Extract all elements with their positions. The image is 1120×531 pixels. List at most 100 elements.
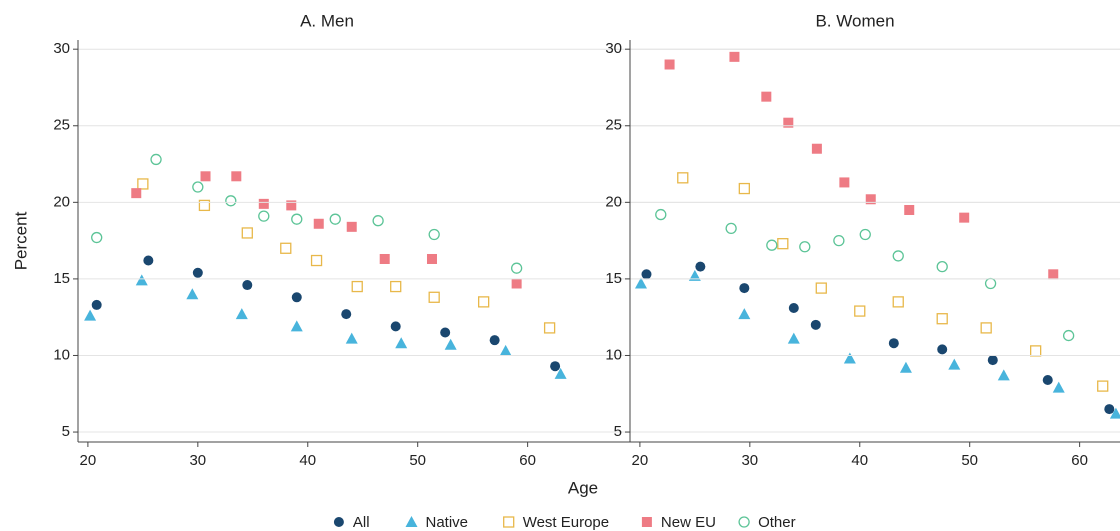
- marker: [280, 242, 292, 254]
- marker: [444, 338, 457, 350]
- marker: [1052, 381, 1065, 393]
- marker: [351, 280, 363, 293]
- marker: [499, 344, 512, 356]
- y-tick-label: 20: [53, 193, 70, 210]
- marker: [787, 332, 800, 344]
- y-tick-label: 5: [614, 423, 622, 440]
- marker: [426, 253, 437, 264]
- marker: [761, 91, 772, 102]
- marker: [235, 308, 248, 320]
- marker: [390, 280, 402, 293]
- marker: [1097, 380, 1109, 392]
- marker: [634, 277, 647, 289]
- x-tick-label: 20: [80, 452, 97, 469]
- marker: [150, 153, 162, 166]
- marker: [478, 296, 490, 308]
- marker: [984, 277, 997, 290]
- marker: [854, 305, 866, 317]
- marker: [677, 172, 689, 184]
- marker: [543, 322, 556, 334]
- x-tick-label: 60: [1071, 452, 1088, 469]
- legend-label: New EU: [661, 514, 716, 531]
- marker: [1109, 407, 1120, 419]
- marker: [688, 269, 701, 281]
- y-tick-label: 15: [605, 270, 622, 287]
- marker: [390, 321, 401, 332]
- marker: [186, 288, 199, 300]
- x-tick-label: 50: [409, 452, 426, 469]
- marker: [739, 283, 750, 294]
- marker: [859, 228, 871, 241]
- marker: [937, 344, 948, 355]
- marker: [242, 280, 253, 291]
- marker: [904, 204, 915, 215]
- y-tick-label: 25: [53, 117, 70, 134]
- marker: [428, 228, 440, 241]
- y-tick-label: 10: [605, 346, 622, 363]
- x-tick-label: 60: [519, 452, 536, 469]
- marker: [290, 320, 303, 332]
- marker: [225, 195, 237, 207]
- x-tick-label: 30: [189, 452, 206, 469]
- marker: [738, 182, 750, 195]
- marker: [788, 303, 799, 313]
- marker: [510, 262, 523, 274]
- marker: [503, 516, 515, 528]
- legend-label: Native: [426, 514, 469, 531]
- marker: [729, 51, 740, 62]
- marker: [664, 59, 675, 70]
- marker: [91, 299, 102, 310]
- marker: [839, 177, 850, 188]
- marker: [641, 517, 652, 527]
- marker: [192, 267, 203, 278]
- marker: [936, 261, 948, 273]
- marker: [655, 208, 667, 221]
- y-tick-label: 5: [62, 423, 70, 440]
- plot: [84, 153, 567, 379]
- marker: [1062, 329, 1075, 342]
- marker: [1048, 269, 1059, 280]
- marker: [395, 337, 408, 349]
- x-tick-label: 40: [299, 452, 316, 469]
- marker: [865, 194, 876, 205]
- marker: [843, 352, 856, 364]
- y-tick-label: 15: [53, 270, 70, 287]
- marker: [980, 322, 992, 334]
- marker: [333, 517, 344, 527]
- marker: [959, 212, 970, 223]
- marker: [888, 338, 899, 349]
- panel-title: A. Men: [300, 11, 354, 30]
- x-tick-label: 30: [741, 452, 758, 469]
- marker: [313, 218, 324, 229]
- marker: [1030, 345, 1042, 357]
- marker: [641, 269, 652, 280]
- x-tick-label: 50: [961, 452, 978, 469]
- marker: [198, 199, 211, 212]
- marker: [936, 313, 948, 325]
- marker: [550, 361, 561, 372]
- marker: [738, 308, 751, 320]
- y-tick-label: 10: [53, 346, 70, 363]
- marker: [372, 215, 384, 227]
- marker: [258, 210, 270, 222]
- marker: [1042, 374, 1053, 385]
- marker: [329, 213, 341, 225]
- panel-title: B. Women: [815, 11, 894, 30]
- marker: [346, 221, 357, 232]
- x-tick-label: 40: [851, 452, 868, 469]
- marker: [135, 274, 148, 286]
- marker: [131, 188, 142, 199]
- marker: [428, 291, 440, 303]
- marker: [291, 213, 303, 225]
- marker: [200, 171, 211, 182]
- y-tick-label: 20: [605, 193, 622, 210]
- marker: [725, 222, 737, 235]
- marker: [231, 171, 242, 182]
- marker: [777, 238, 789, 250]
- marker: [143, 255, 154, 266]
- marker: [738, 516, 750, 528]
- x-axis-label: Age: [568, 478, 598, 497]
- marker: [799, 241, 811, 253]
- marker: [783, 117, 794, 128]
